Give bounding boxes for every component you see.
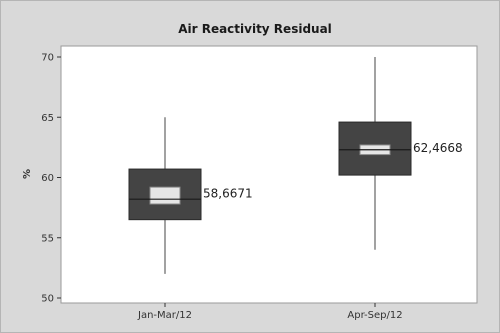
y-tick-label: 50	[41, 294, 54, 305]
box-group: 58,6671	[128, 117, 253, 274]
x-tick-label: Jan-Mar/12	[137, 310, 192, 321]
mean-label: 58,6671	[203, 187, 253, 201]
x-axis: Jan-Mar/12 Apr-Sep/12	[137, 303, 403, 321]
y-tick-label: 65	[41, 113, 54, 124]
y-tick-label: 70	[41, 53, 54, 64]
plot-area	[60, 45, 478, 304]
chart-title: Air Reactivity Residual	[178, 22, 332, 36]
y-axis: 50 55 60 65 70	[41, 53, 61, 305]
boxes-group: 58,6671 62,4668	[128, 57, 463, 274]
ci-box	[149, 186, 181, 205]
box-group: 62,4668	[338, 57, 463, 250]
y-tick-label: 55	[41, 233, 54, 244]
x-tick-label: Apr-Sep/12	[347, 310, 402, 321]
y-axis-label: %	[22, 169, 33, 179]
mean-label: 62,4668	[413, 141, 463, 155]
y-tick-label: 60	[41, 173, 54, 184]
